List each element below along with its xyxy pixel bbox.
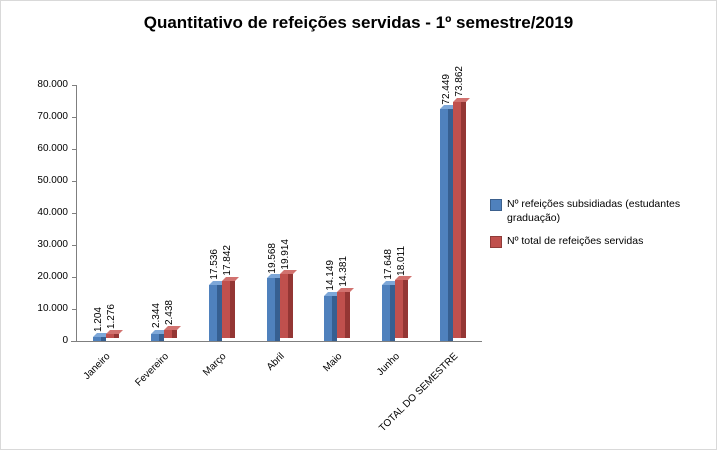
category-group: 1.204 1.276 [77,85,135,341]
bar-slot: 18.011 [395,85,413,341]
bar-groups: 1.204 1.276 2.344 2.438 17.536 17.842 19.568 19… [77,66,482,341]
x-axis-cell: Março [192,343,250,443]
x-axis-cell: Maio [307,343,365,443]
bar-slot: 72.449 [440,74,458,341]
category-group: 14.149 14.381 [308,85,366,341]
bar-top-face [105,329,123,334]
bar-slot: 17.648 [382,85,400,341]
bar-top-face [221,276,239,281]
y-axis-tick-mark [72,277,77,278]
category-group: 2.344 2.438 [135,85,193,341]
bar-series1 [324,291,342,341]
x-axis-label: Maio [321,351,345,375]
bar-series2 [337,287,355,338]
data-label: 17.536 [209,249,221,280]
category-group: 17.648 18.011 [366,85,424,341]
bar-slot: 73.862 [453,66,471,341]
y-axis-tick-label: 30.000 [37,239,68,250]
data-label: 2.344 [151,303,163,329]
category-group: 17.536 17.842 [193,85,251,341]
y-axis-tick-mark [72,245,77,246]
data-label: 14.149 [324,260,336,291]
bar-slot: 1.276 [105,85,123,341]
x-axis-label: Janeiro [81,351,113,382]
y-axis-tick-label: 50.000 [37,175,68,186]
bar-slot: 2.438 [163,85,181,341]
bar-slot: 19.914 [279,85,297,341]
bar-series1 [440,105,458,341]
y-axis-tick-label: 70.000 [37,111,68,122]
bar-slot: 14.149 [324,85,342,341]
x-axis-cell: Fevereiro [132,343,192,443]
x-axis-cell: Abril [250,343,308,443]
bar-top-face [279,270,297,275]
bar-slot: 2.344 [150,85,168,341]
data-label: 14.381 [337,256,349,287]
x-axis-label: Fevereiro [132,351,171,389]
bar-top-face [163,326,181,331]
y-axis-tick-label: 10.000 [37,303,68,314]
data-label: 2.438 [164,300,176,326]
bar-slot: 17.842 [221,85,239,341]
bar-series1 [382,280,400,341]
bar-series2 [279,270,297,338]
legend: Nº refeições subsidiadas (estudantes gra… [490,197,712,258]
data-label: 19.568 [267,242,278,274]
y-axis-tick-mark [72,117,77,118]
plot-area: 1.204 1.276 2.344 2.438 17.536 17.842 19.568 19… [71,66,482,342]
data-label: 19.914 [280,238,291,270]
bar-top-face [453,97,471,102]
y-axis-tick-mark [72,149,77,150]
data-label: 72.449 [440,73,452,105]
bar-slot: 1.204 [92,85,110,341]
data-label: 17.648 [382,248,394,280]
y-axis-tick-label: 0 [62,335,68,346]
y-axis-tick-label: 40.000 [37,207,68,218]
y-axis-tick-mark [72,213,77,214]
y-axis-tick-mark [72,85,77,86]
legend-item: Nº refeições subsidiadas (estudantes gra… [490,197,712,225]
bar-series2 [105,329,123,338]
legend-item: Nº total de refeições servidas [490,234,712,249]
y-axis-tick-mark [72,341,77,342]
bar-series1 [150,329,168,341]
data-label: 1.276 [106,303,118,329]
y-axis: 0 10.000 20.000 30.000 40.000 50.000 60.000 70.… [1,79,71,346]
bar-slot: 14.381 [337,85,355,341]
bar-slot: 17.536 [208,85,226,341]
bar-series1 [266,274,284,341]
legend-swatch [490,236,502,249]
y-axis-tick-mark [72,309,77,310]
bar-series2 [453,97,471,338]
bar-series1 [92,333,110,341]
data-label: 73.862 [453,66,465,97]
bar-series2 [163,326,181,338]
category-group: 19.568 19.914 [251,85,309,341]
y-axis-tick-label: 80.000 [37,79,68,90]
bar-top-face [395,276,413,281]
category-group: 72.449 73.862 [424,66,482,341]
bar-series2 [395,276,413,338]
x-axis-label: Março [201,351,229,379]
legend-label: Nº refeições subsidiadas (estudantes gra… [507,198,681,225]
y-axis-tick-label: 20.000 [37,271,68,282]
data-label: 1.204 [93,307,105,333]
chart-title: Quantitativo de refeições servidas - 1º … [143,13,574,32]
data-label: 18.011 [395,245,407,276]
x-axis-cell: Janeiro [76,343,134,443]
x-axis-labels: Janeiro Fevereiro Março Abril Maio Junho TOTAL… [76,343,481,443]
data-label: 17.842 [222,245,234,276]
bar-slot: 19.568 [266,85,284,341]
bar-top-face [337,287,355,292]
x-axis-label: Abril [264,351,287,373]
bar-series2 [221,276,239,338]
y-axis-tick-mark [72,181,77,182]
x-axis-cell: TOTAL DO SEMESTRE [377,343,481,443]
x-axis-label: Junho [374,351,403,379]
legend-label: Nº total de refeições servidas [507,235,644,248]
bar-series1 [208,280,226,341]
y-axis-tick-label: 60.000 [37,143,68,154]
legend-swatch [490,199,502,211]
